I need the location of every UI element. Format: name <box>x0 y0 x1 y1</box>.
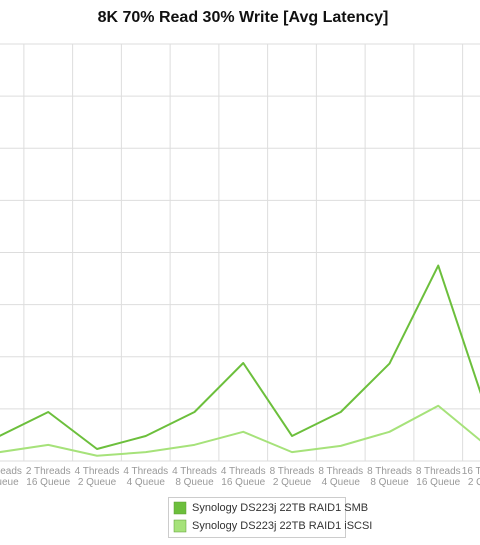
x-tick-label: 2 Threads 16 Queue <box>26 466 71 488</box>
x-tick-label: 4 Threads 8 Queue <box>172 466 217 488</box>
legend-swatch <box>173 501 187 515</box>
x-tick-label: 4 Threads 2 Queue <box>75 466 120 488</box>
x-tick-label: 8 Threads 2 Queue <box>270 466 315 488</box>
chart-title: 8K 70% Read 30% Write [Avg Latency] <box>98 9 389 26</box>
legend-box <box>168 497 346 538</box>
series-line <box>0 264 480 451</box>
x-tick-label: 8 Threads 16 Queue <box>416 466 461 488</box>
x-tick-label: 8 Threads 8 Queue <box>367 466 412 488</box>
x-tick-label: 4 Threads 16 Queue <box>221 466 266 488</box>
x-tick-label: 4 Threads 4 Queue <box>123 466 168 488</box>
legend-label: Synology DS223j 22TB RAID1 SMB <box>192 502 368 514</box>
series-line <box>0 404 480 457</box>
x-tick-label: 8 Threads 4 Queue <box>318 466 363 488</box>
legend-label: Synology DS223j 22TB RAID1 iSCSI <box>192 520 372 532</box>
legend-swatch <box>173 519 187 533</box>
